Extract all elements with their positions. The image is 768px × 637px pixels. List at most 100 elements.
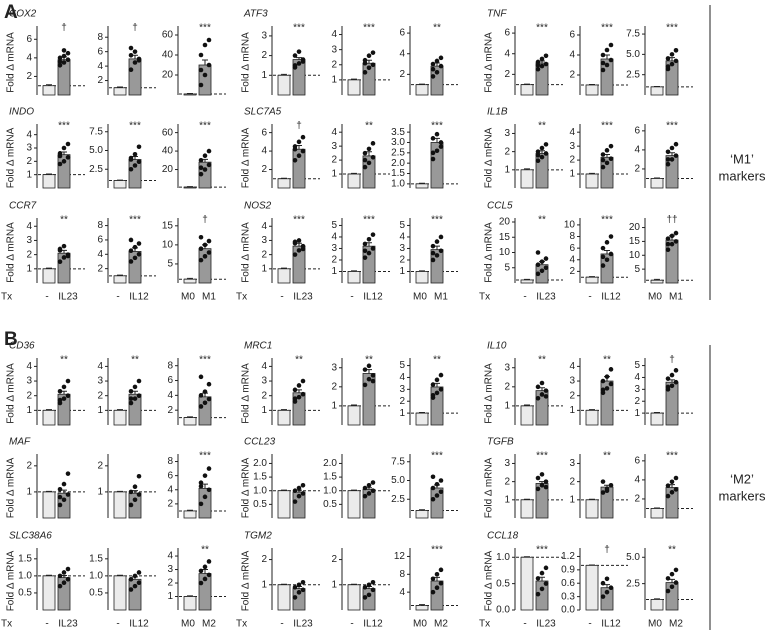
data-point — [296, 61, 302, 66]
data-point — [434, 131, 440, 137]
y-tick-label: 4 — [569, 127, 575, 138]
data-point — [136, 251, 142, 257]
data-point — [65, 253, 71, 259]
data-point — [665, 149, 671, 155]
data-point — [292, 387, 298, 393]
bar — [42, 85, 56, 96]
y-tick-label: 2 — [167, 499, 173, 510]
data-point — [300, 579, 306, 585]
error-bar — [296, 57, 302, 60]
data-point — [673, 230, 679, 236]
error-bar — [117, 86, 123, 88]
data-point — [434, 253, 440, 258]
significance: † — [296, 121, 302, 132]
x-tick-label: - — [45, 619, 48, 630]
y-tick-label: 4 — [634, 145, 640, 156]
data-point — [296, 248, 302, 253]
y-tick-label: 1 — [569, 169, 575, 180]
y-tick-label: 6 — [167, 375, 173, 386]
data-point — [128, 259, 134, 264]
data-point — [57, 494, 63, 500]
data-point — [198, 158, 204, 163]
y-tick-label: 7.5 — [89, 126, 103, 137]
y-tick-label: 4 — [399, 587, 405, 598]
error-bar — [351, 270, 357, 272]
panel-label: A — [4, 2, 18, 23]
y-tick-label: 4 — [399, 372, 405, 383]
y-tick-label: 2 — [261, 390, 267, 401]
error-bar — [117, 409, 123, 411]
y-tick-label: 1 — [167, 591, 173, 602]
y-tick-label: 3 — [569, 376, 575, 387]
y-tick-label: 2 — [261, 249, 267, 260]
y-axis-label: Fold Δ mRNA — [241, 222, 252, 283]
data-point — [57, 502, 63, 508]
data-point — [136, 159, 142, 165]
data-point — [128, 489, 134, 495]
data-point — [673, 475, 679, 481]
bar — [42, 575, 56, 611]
bar — [415, 84, 429, 96]
data-point — [300, 482, 306, 488]
data-point — [608, 585, 614, 590]
data-point — [543, 388, 549, 393]
data-point — [57, 59, 63, 64]
x-tick-label: IL23 — [293, 619, 313, 630]
data-point — [543, 151, 549, 156]
data-point — [669, 571, 675, 577]
data-point — [206, 62, 212, 68]
y-tick-label: 8 — [399, 569, 405, 580]
x-tick-label: - — [588, 292, 591, 303]
y-tick-label: 0.5 — [18, 588, 32, 599]
error-bar — [46, 490, 52, 492]
y-tick-label: 2 — [261, 554, 267, 565]
significance: *** — [199, 355, 211, 366]
y-tick-label: 6 — [26, 34, 32, 45]
error-bar — [589, 409, 595, 411]
data-point — [543, 61, 549, 67]
data-point — [65, 393, 71, 398]
data-point — [600, 479, 606, 484]
bar — [347, 173, 361, 189]
bar — [585, 173, 599, 189]
data-point — [362, 493, 368, 499]
error-bar — [589, 172, 595, 175]
data-point — [543, 484, 549, 490]
data-point — [535, 591, 541, 597]
y-tick-label: 6 — [569, 243, 575, 254]
y-tick-label: 8 — [97, 220, 103, 231]
data-point — [136, 570, 142, 575]
gene-title: IL10 — [487, 341, 507, 352]
data-point — [669, 489, 675, 495]
data-point — [608, 143, 614, 149]
data-point — [434, 239, 440, 244]
data-point — [362, 248, 368, 254]
data-point — [434, 58, 440, 64]
data-point — [604, 160, 610, 166]
data-point — [366, 376, 372, 382]
y-axis-label: Fold Δ mRNA — [484, 222, 495, 283]
data-point — [673, 141, 679, 147]
data-point — [608, 156, 614, 161]
data-point — [362, 595, 368, 600]
data-point — [669, 61, 675, 67]
y-tick-label: 4 — [26, 221, 32, 232]
data-point — [673, 58, 679, 64]
y-tick-label: 2 — [261, 164, 267, 175]
data-point — [543, 53, 549, 59]
data-point — [430, 136, 436, 141]
data-point — [430, 382, 436, 387]
data-point — [206, 487, 212, 493]
data-point — [202, 400, 208, 406]
data-point — [539, 570, 545, 576]
y-tick-label: 10 — [162, 240, 174, 251]
significance: *** — [666, 451, 678, 462]
bar — [183, 93, 197, 96]
y-tick-label: 8 — [97, 32, 103, 43]
y-tick-label: 1.0 — [253, 485, 267, 496]
data-point — [57, 259, 63, 265]
significance: † — [202, 215, 208, 226]
significance: *** — [536, 23, 548, 34]
y-tick-label: 0.5 — [89, 588, 103, 599]
bar — [585, 409, 599, 426]
